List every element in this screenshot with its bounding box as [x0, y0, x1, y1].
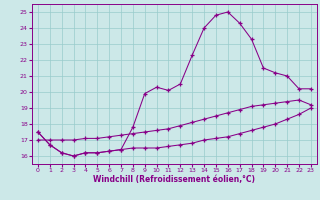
X-axis label: Windchill (Refroidissement éolien,°C): Windchill (Refroidissement éolien,°C) — [93, 175, 255, 184]
